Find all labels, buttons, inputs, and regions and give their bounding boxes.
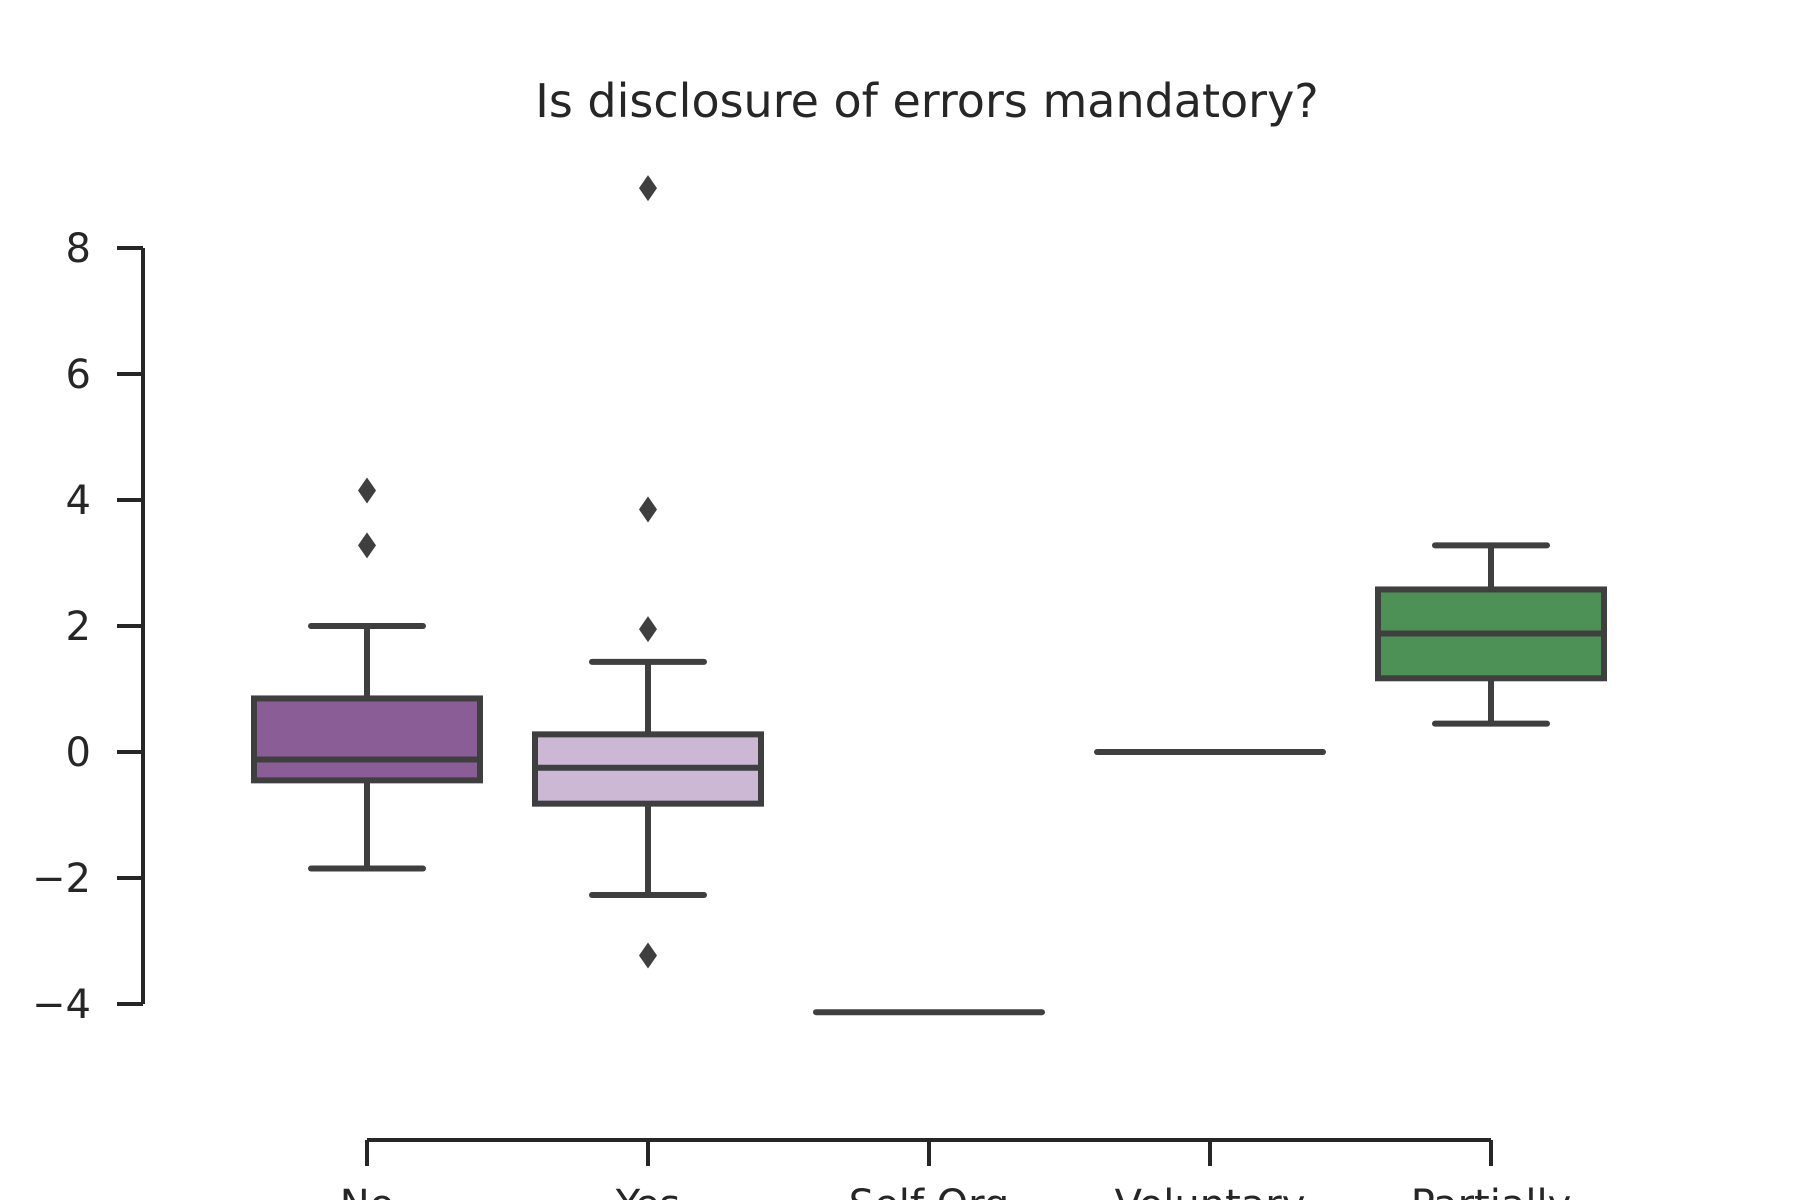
x-tick-label: Voluntary <box>1115 1182 1306 1200</box>
outlier-point <box>639 616 657 643</box>
y-axis: 8 6 4 2 0 −2 −4 <box>32 226 145 1028</box>
outlier-point <box>358 532 376 559</box>
outlier-point <box>639 496 657 523</box>
y-tick-label: 0 <box>66 730 91 776</box>
x-tick-label: No <box>340 1182 394 1200</box>
x-tick-label: Self Org <box>849 1182 1010 1200</box>
x-tick-label: Yes <box>615 1182 681 1200</box>
y-tick-label: −2 <box>32 856 91 902</box>
y-tick-label: 2 <box>66 604 91 650</box>
box-no <box>251 477 483 872</box>
box-yes <box>532 175 764 969</box>
x-axis: No Yes Self Org Voluntary Partially <box>340 1138 1572 1200</box>
box-body <box>251 695 483 784</box>
outlier-point <box>639 942 657 969</box>
y-tick-label: 4 <box>66 478 91 524</box>
y-tick-label: −4 <box>32 982 91 1028</box>
x-tick-label: Partially <box>1411 1182 1572 1200</box>
y-tick-label: 8 <box>66 226 91 272</box>
chart-title: Is disclosure of errors mandatory? <box>535 74 1318 128</box>
y-tick-label: 6 <box>66 352 91 398</box>
outlier-point <box>358 477 376 504</box>
boxes-group <box>251 175 1607 1016</box>
outlier-point <box>639 175 657 202</box>
box-partially <box>1375 542 1607 727</box>
